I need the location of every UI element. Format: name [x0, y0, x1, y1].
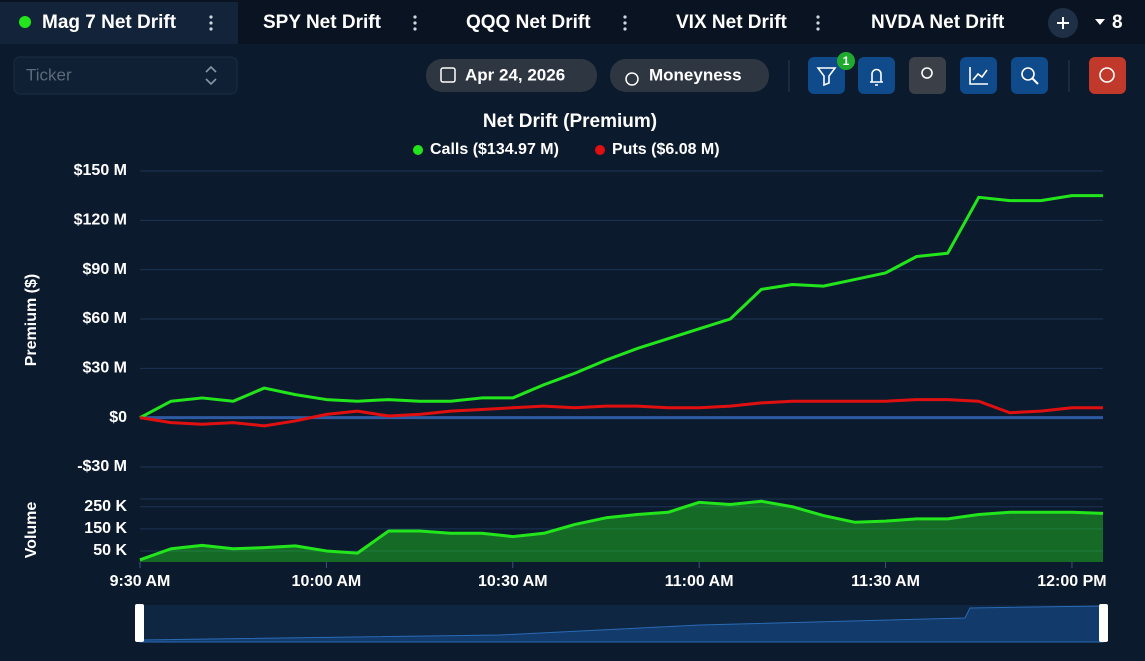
moneyness-pill[interactable] [610, 59, 769, 92]
reset-icon [1099, 67, 1115, 83]
y-tick-label: $0 [109, 409, 127, 426]
bell-icon [870, 68, 883, 86]
date-pill[interactable] [426, 59, 597, 92]
moneyness: Moneyness [649, 65, 742, 84]
tab[interactable]: SPY Net Drift [263, 12, 382, 33]
y-tick-label: $150 M [74, 162, 127, 179]
caret[interactable] [1095, 19, 1105, 25]
ticker-placeholder: Ticker [26, 65, 72, 84]
y-tick-label: -$30 M [77, 458, 127, 475]
x-tick-label: 10:00 AM [292, 573, 362, 590]
idea-button[interactable] [909, 57, 946, 94]
area-line [139, 499, 1104, 562]
y-tick-label: $30 M [83, 360, 127, 377]
date: Apr 24, 2026 [465, 65, 565, 84]
tab[interactable]: QQQ Net Drift [466, 12, 591, 33]
y-tick-label: 250 K [84, 498, 127, 515]
series-line [139, 194, 1103, 419]
series-line [139, 398, 1103, 428]
legend-marker [595, 145, 605, 155]
y-tick-label: $120 M [74, 212, 127, 229]
tab[interactable]: VIX Net Drift [676, 12, 788, 33]
hidden-tab-count[interactable]: 8 [1112, 12, 1123, 33]
x-tick-label: 10:30 AM [478, 573, 548, 590]
filter-icon [816, 67, 837, 87]
chart-button[interactable] [960, 57, 997, 94]
y-tick-label: $90 M [83, 261, 127, 278]
navigator-handle[interactable] [135, 604, 144, 642]
filter-badge-bg [837, 52, 855, 70]
navigator-series [139, 605, 1104, 643]
filter-badge: 1 [843, 54, 850, 68]
y-axis-label: Volume [23, 502, 40, 559]
bulb-icon [921, 67, 933, 79]
legend-marker [413, 145, 423, 155]
y-axis-label: Premium ($) [23, 274, 40, 366]
live-dot [19, 16, 31, 28]
area-fill [140, 501, 1103, 562]
zoom-icon [1021, 67, 1035, 81]
bag-icon [625, 72, 639, 86]
x-tick-label: 11:30 AM [851, 573, 920, 590]
x-tick-label: 12:00 PM [1037, 573, 1106, 590]
x-tick-label: 11:00 AM [665, 573, 734, 590]
active-tab-bg[interactable] [0, 2, 238, 44]
ticker-input[interactable] [13, 56, 238, 95]
zoom-handle [1031, 77, 1039, 85]
x-tick-label: 9:30 AM [110, 573, 171, 590]
reset-button[interactable] [1089, 57, 1126, 94]
legend-entry: Puts ($6.08 M) [612, 141, 720, 158]
tab[interactable]: Mag 7 Net Drift [42, 12, 177, 33]
tab-menus[interactable] [209, 15, 820, 31]
y-tick-label: 50 K [93, 542, 127, 559]
chart-title: Net Drift (Premium) [483, 111, 657, 132]
alert-button[interactable] [858, 57, 895, 94]
select-arrows [205, 65, 217, 86]
calendar-icon [440, 67, 456, 83]
tab[interactable]: NVDA Net Drift [871, 12, 1005, 33]
y-tick-label: 150 K [84, 520, 127, 537]
y-tick-label: $60 M [83, 310, 127, 327]
plus-icon [1057, 17, 1069, 29]
legend-entry: Calls ($134.97 M) [430, 141, 559, 158]
zoom-button[interactable] [1011, 57, 1048, 94]
navigator-handle[interactable] [1099, 604, 1108, 642]
chart-icon [969, 67, 988, 85]
filter-button[interactable] [808, 57, 845, 94]
